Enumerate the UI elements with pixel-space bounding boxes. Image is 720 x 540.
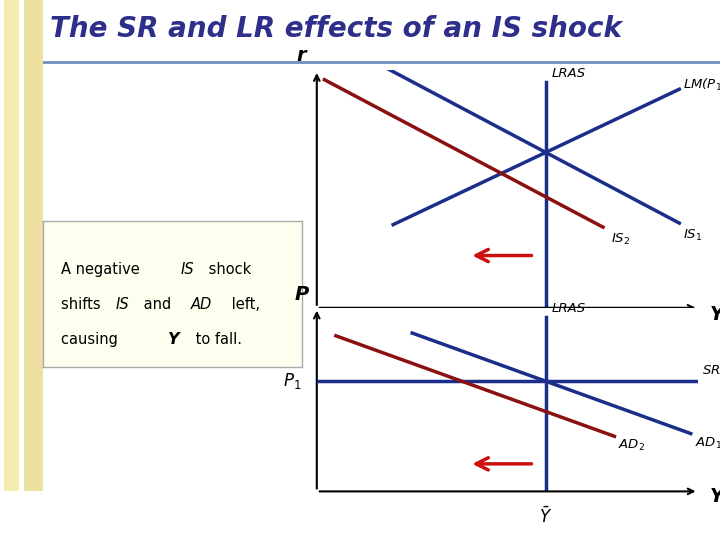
Text: causing: causing [61,332,123,347]
Text: LM(P$_1$): LM(P$_1$) [683,76,720,92]
Text: 72: 72 [678,511,698,529]
Text: Aggregate Demand I: Aggregate Demand I [115,511,287,529]
Text: shock: shock [204,262,251,277]
Text: P: P [294,285,309,304]
Text: LRAS: LRAS [552,302,585,315]
Text: $\bar{Y}$: $\bar{Y}$ [539,506,552,526]
Text: IS: IS [116,297,130,312]
Text: r: r [297,46,306,65]
Text: LRAS: LRAS [552,67,585,80]
Text: CHAPTER 10: CHAPTER 10 [29,515,106,525]
Text: Y: Y [168,332,179,347]
Text: A negative: A negative [61,262,145,277]
Bar [24,0,43,491]
Text: Y: Y [710,306,720,325]
Text: AD: AD [191,297,212,312]
Text: left,: left, [228,297,260,312]
Text: IS: IS [181,262,194,277]
Text: $\bar{Y}$: $\bar{Y}$ [539,327,552,347]
Text: and: and [139,297,176,312]
Text: $P_1$: $P_1$ [283,371,302,392]
Text: The SR and LR effects of an IS shock: The SR and LR effects of an IS shock [50,15,622,43]
Text: IS$_2$: IS$_2$ [611,232,630,247]
Text: Y: Y [710,488,720,507]
Bar [4,0,19,491]
Text: AD$_1$: AD$_1$ [695,435,720,450]
Text: IS$_1$: IS$_1$ [683,228,703,243]
Text: AD$_2$: AD$_2$ [618,438,645,453]
Text: to fall.: to fall. [191,332,242,347]
Text: SRAS$_1$: SRAS$_1$ [702,364,720,380]
Text: shifts: shifts [61,297,106,312]
